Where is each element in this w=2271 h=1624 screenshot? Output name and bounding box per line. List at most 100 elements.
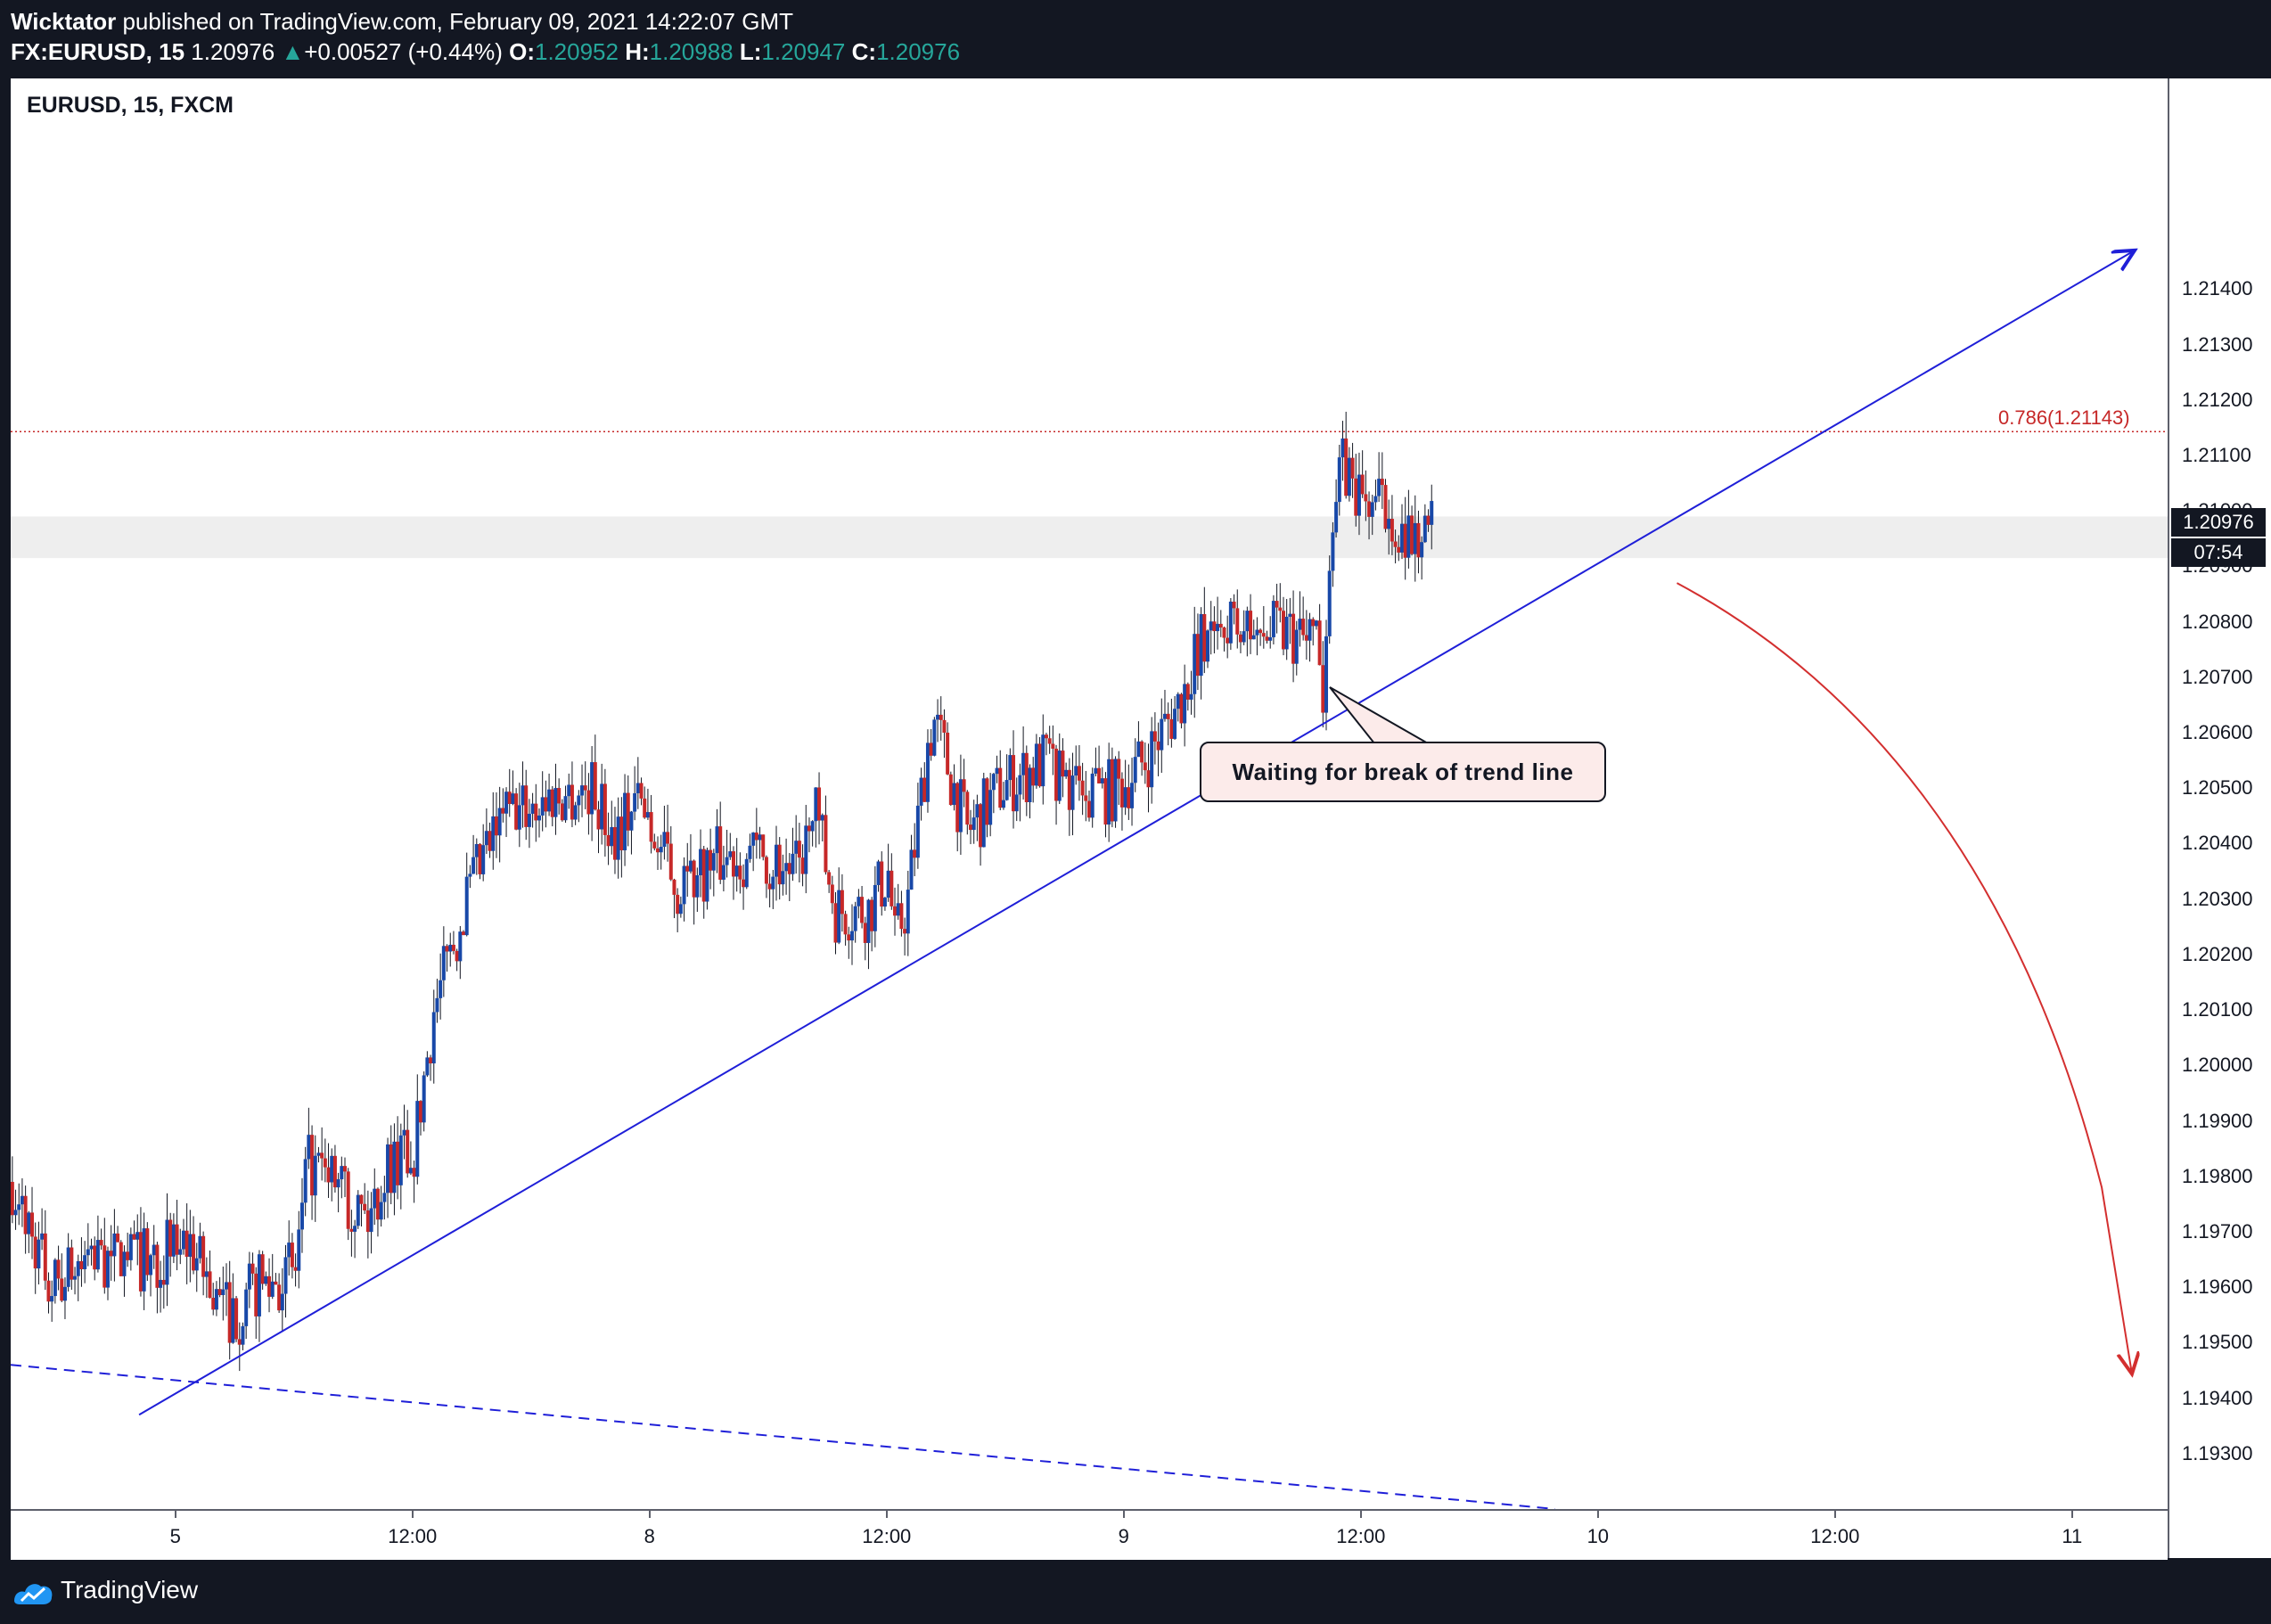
candle-down (649, 812, 653, 842)
candle-up (1340, 438, 1345, 458)
candle-down (1140, 741, 1144, 763)
candle-down (965, 791, 970, 825)
candle-down (254, 1273, 258, 1316)
candle-up (1008, 755, 1013, 781)
candle-down (1380, 479, 1384, 486)
trend-line (138, 250, 2135, 1416)
candle-up (171, 1224, 176, 1257)
candle-up (1251, 635, 1256, 640)
candle-up (1294, 629, 1299, 664)
candle-down (922, 777, 927, 802)
candle-up (353, 1226, 357, 1232)
candle-up (580, 785, 585, 796)
tradingview-logo-icon[interactable] (12, 1578, 55, 1606)
candle-down (501, 808, 505, 814)
price-change: +0.00527 (+0.44%) (304, 38, 503, 65)
candle-down (1152, 731, 1157, 742)
candle-down (998, 767, 1003, 808)
last-price: 1.20976 (191, 38, 275, 65)
candle-up (86, 1249, 90, 1256)
support-zone (11, 516, 2168, 559)
time-tick-label: 9 (1118, 1525, 1129, 1547)
candle-up (988, 790, 993, 825)
candle-down (692, 860, 696, 898)
candle-down (33, 1236, 37, 1269)
candle-up (188, 1234, 193, 1258)
candle-up (645, 812, 650, 818)
candle-up (682, 865, 686, 905)
candle-up (1034, 743, 1038, 786)
candle-down (903, 929, 907, 934)
time-tick-mark (885, 1511, 888, 1518)
candle-up (264, 1275, 268, 1284)
candle-down (1367, 501, 1372, 517)
candle-down (346, 1171, 350, 1229)
candle-up (1245, 611, 1250, 632)
candle-down (23, 1195, 28, 1234)
candle-up (1327, 570, 1332, 636)
candle-up (297, 1229, 301, 1271)
candle-down (293, 1267, 298, 1271)
candle-up (425, 1057, 430, 1076)
candle-down (201, 1235, 206, 1277)
candle-down (494, 816, 498, 836)
candle-up (1123, 787, 1127, 808)
candle-down (685, 865, 690, 872)
candle-up (781, 871, 785, 885)
candle-down (1354, 478, 1358, 516)
candle-down (1226, 637, 1230, 644)
chart-panel[interactable]: EURUSD, 15, FXCM 0.786(1.21143) Waiting … (11, 78, 2271, 1560)
candle-up (1018, 775, 1022, 795)
tradingview-brand[interactable]: TradingView (61, 1576, 199, 1603)
price-axis[interactable]: 1.214001.213001.212001.211001.210001.209… (2168, 78, 2271, 1558)
candle-up (225, 1282, 228, 1290)
candle-up (122, 1251, 127, 1276)
candle-up (1268, 636, 1273, 641)
candle-up (1228, 601, 1233, 644)
publish-line: Wicktator published on TradingView.com, … (11, 7, 793, 36)
candle-up (876, 861, 881, 885)
time-axis[interactable]: 5 12:00 8 12:00 9 12:00 10 12:00 11 (11, 1509, 2168, 1560)
candle-up (458, 931, 463, 962)
candle-up (1298, 619, 1302, 630)
candle-up (1100, 778, 1104, 783)
author-name[interactable]: Wicktator (11, 8, 117, 35)
candle-up (398, 1135, 403, 1185)
candle-up (204, 1271, 209, 1277)
chart-canvas[interactable] (11, 78, 2168, 1509)
candle-up (392, 1141, 397, 1193)
time-tick-label: 12:00 (1810, 1525, 1860, 1547)
price-tick-label: 1.21100 (2182, 444, 2251, 467)
candle-up (721, 865, 726, 880)
trendline-callout[interactable]: Waiting for break of trend line (1200, 742, 1606, 802)
candle-down (60, 1278, 64, 1301)
high-label: H: (625, 38, 650, 65)
candle-up (1001, 800, 1005, 808)
candle-up (165, 1219, 169, 1285)
candle-down (863, 923, 867, 943)
candle-up (936, 714, 940, 720)
candle-down (462, 931, 466, 936)
candle-up (1176, 693, 1180, 709)
price-tick-label: 1.19900 (2182, 1109, 2253, 1132)
candle-up (678, 904, 683, 915)
candle-down (827, 872, 832, 885)
change-up-icon: ▲ (281, 38, 305, 65)
candle-down (1012, 755, 1016, 812)
candle-down (843, 914, 848, 935)
candle-down (332, 1155, 337, 1188)
candle-down (1278, 607, 1283, 611)
symbol-ticker[interactable]: FX:EURUSD, 15 (11, 38, 185, 65)
candle-down (1390, 519, 1394, 542)
candle-up (149, 1255, 153, 1275)
candle-down (406, 1129, 410, 1174)
candle-down (652, 841, 657, 849)
candle-down (1166, 713, 1170, 719)
candle-up (1162, 713, 1167, 719)
candle-down (939, 714, 943, 720)
candle-up (662, 832, 667, 848)
candle-down (1344, 438, 1349, 496)
candle-up (1057, 750, 1062, 801)
candle-up (37, 1239, 41, 1269)
candle-down (979, 804, 983, 848)
